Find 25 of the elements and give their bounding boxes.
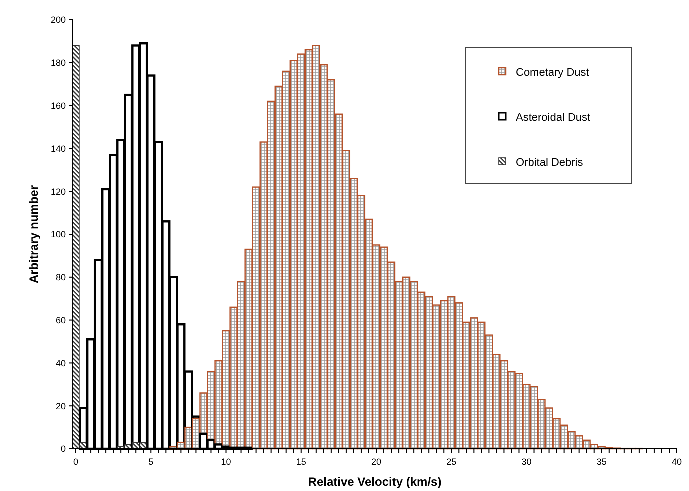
y-tick-label: 0 <box>60 444 66 454</box>
x-tick-label: 10 <box>221 457 232 467</box>
x-tick-label: 5 <box>148 457 154 467</box>
y-tick-label: 60 <box>56 315 66 326</box>
x-tick-label: 35 <box>596 457 607 467</box>
x-tick-label: 0 <box>73 457 79 467</box>
x-tick-label: 40 <box>672 457 682 467</box>
y-tick-label: 120 <box>50 186 66 197</box>
legend-label: Asteroidal Dust <box>516 112 591 124</box>
x-tick-label: 15 <box>296 457 306 467</box>
x-axis-title: Relative Velocity (km/s) <box>308 475 442 489</box>
y-axis-title: Arbitrary number <box>27 185 41 284</box>
legend-label: Cometary Dust <box>516 66 590 79</box>
legend-label: Orbital Debris <box>516 156 584 169</box>
x-tick-label: 25 <box>446 457 457 467</box>
y-tick-label: 140 <box>50 144 66 154</box>
y-tick-label: 200 <box>50 15 66 26</box>
y-tick-label: 20 <box>56 401 66 412</box>
y-tick-label: 40 <box>56 358 66 368</box>
x-tick-label: 30 <box>522 457 532 467</box>
y-tick-label: 180 <box>50 58 66 68</box>
y-tick-label: 80 <box>56 272 66 283</box>
y-tick-label: 160 <box>50 100 66 111</box>
x-tick-label: 20 <box>371 457 382 467</box>
y-tick-label: 100 <box>50 230 66 240</box>
